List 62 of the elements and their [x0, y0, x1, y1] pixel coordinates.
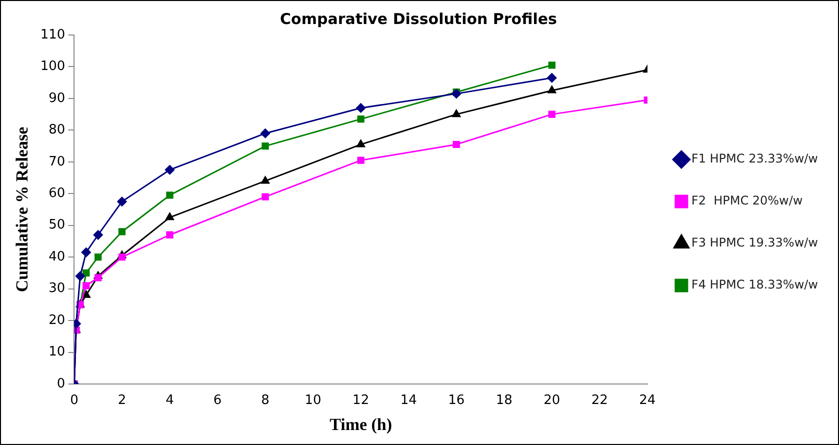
- point: [82, 282, 90, 290]
- point: [81, 248, 91, 258]
- point: [260, 128, 270, 138]
- x-tick-label: 14: [400, 393, 417, 408]
- chart-title: Comparative Dissolution Profiles: [280, 10, 558, 28]
- point: [357, 116, 364, 123]
- x-tick-label: 6: [213, 393, 222, 408]
- point: [548, 86, 556, 94]
- y-tick-label: 40: [48, 249, 66, 264]
- y-tick-label: 10: [48, 344, 66, 360]
- point: [118, 254, 126, 261]
- point: [262, 142, 269, 150]
- point: [93, 230, 103, 240]
- point: [166, 192, 174, 199]
- point: [82, 290, 90, 298]
- x-tick-label: 2: [118, 393, 126, 408]
- point: [164, 165, 174, 175]
- point: [548, 110, 556, 118]
- point: [75, 271, 85, 281]
- point: [357, 156, 364, 164]
- x-axis-title: Time (h): [330, 415, 392, 434]
- y-tick-label: 70: [48, 154, 66, 170]
- y-tick-label: 60: [48, 186, 66, 202]
- y-tick-label: 100: [40, 59, 66, 74]
- point: [94, 274, 102, 282]
- x-tick-label: 4: [166, 393, 174, 408]
- point: [452, 88, 462, 98]
- point: [117, 196, 127, 206]
- y-tick-label: 20: [48, 312, 66, 328]
- x-tick-label: 16: [448, 393, 465, 408]
- y-tick-label: 90: [48, 90, 66, 106]
- x-tick-label: 8: [261, 393, 270, 408]
- legend-label: F3 HPMC 19.33%w/w: [691, 236, 818, 250]
- x-tick-label: 12: [352, 393, 370, 408]
- point: [547, 73, 557, 83]
- point: [94, 254, 102, 261]
- point: [166, 231, 174, 238]
- legend-label: F4 HPMC 18.33%w/w: [691, 278, 818, 292]
- point: [262, 193, 269, 200]
- legend-label: F1 HPMC 23.33%w/w: [691, 152, 818, 166]
- point: [452, 140, 460, 148]
- legend-label: F2 HPMC 20%w/w: [691, 194, 803, 208]
- point: [356, 140, 366, 148]
- x-tick-label: 24: [639, 393, 656, 408]
- point: [166, 212, 174, 220]
- y-tick-label: 80: [48, 122, 66, 138]
- y-axis-title: Cumulative % Release: [12, 126, 32, 292]
- y-tick-label: 30: [48, 281, 66, 296]
- point: [452, 110, 461, 118]
- y-tick-label: 110: [40, 27, 66, 42]
- y-tick-label: 50: [48, 218, 66, 233]
- x-tick-label: 0: [70, 393, 78, 408]
- x-tick-label: 20: [544, 393, 560, 408]
- x-tick-label: 18: [496, 393, 512, 408]
- x-tick-label: 10: [304, 393, 322, 408]
- point: [118, 228, 126, 236]
- point: [548, 62, 556, 69]
- y-tick-label: 0: [56, 376, 66, 392]
- point: [82, 269, 90, 277]
- point: [261, 176, 270, 184]
- point: [356, 103, 366, 113]
- x-tick-label: 22: [591, 393, 608, 408]
